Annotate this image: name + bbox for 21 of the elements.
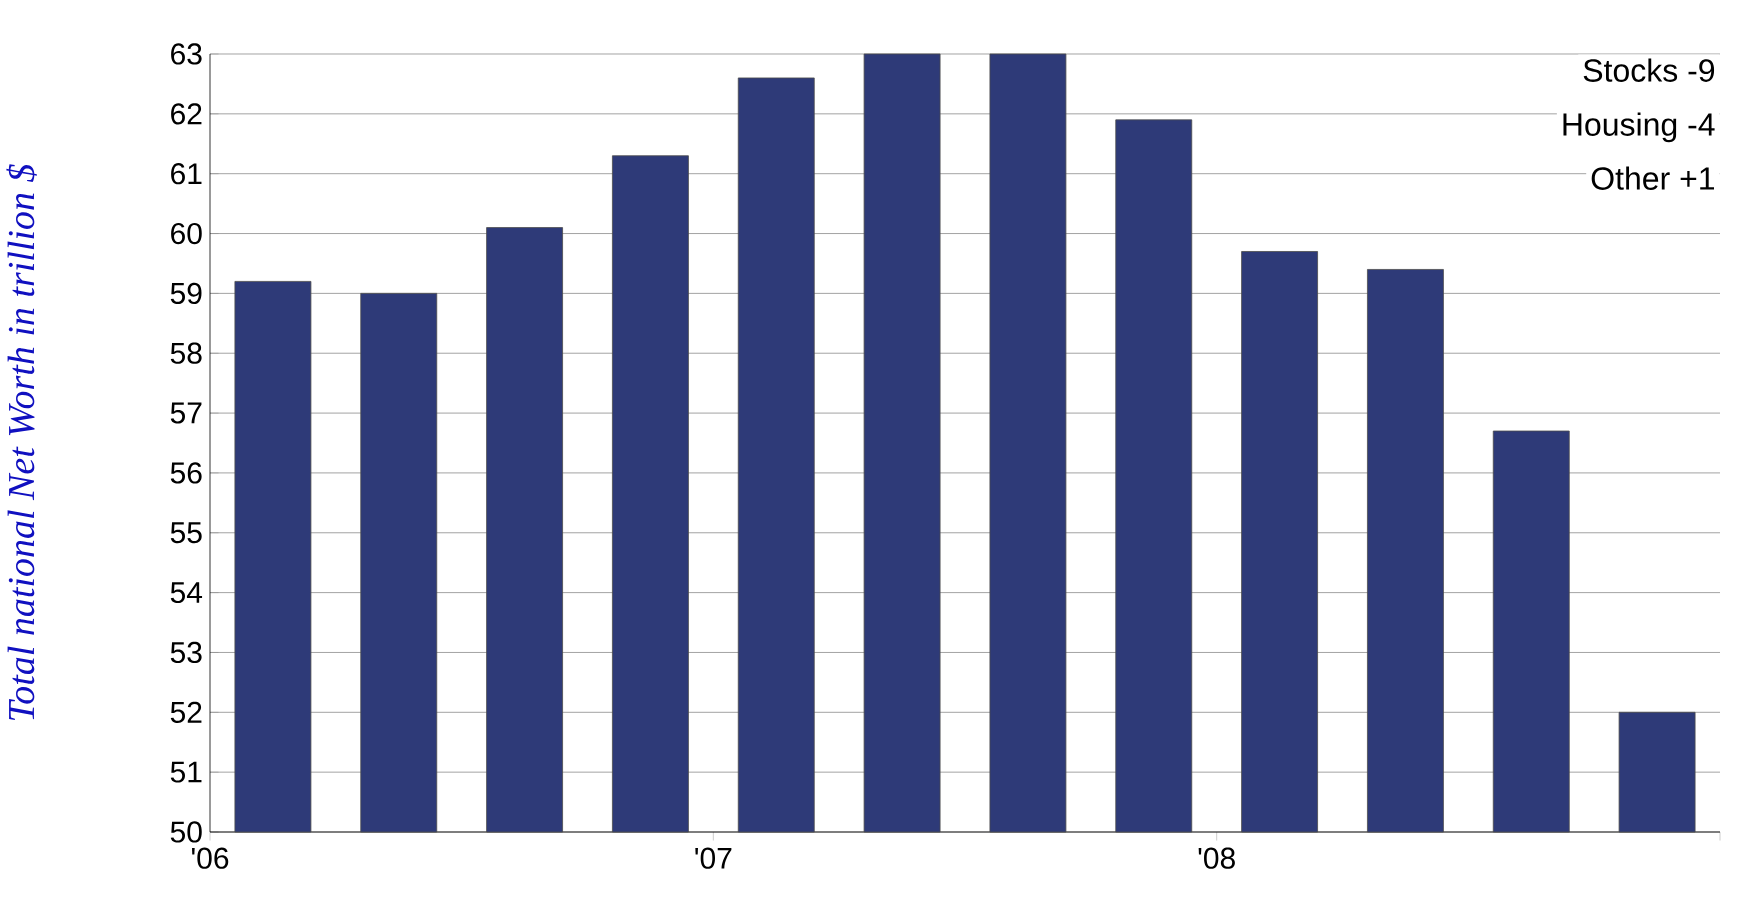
annotation: Stocks -9 [1583,58,1715,82]
annotation: Housing -4 [1563,112,1715,143]
y-tick-label: 54 [170,582,203,604]
y-tick-label: 55 [170,522,202,544]
y-tick-label: 52 [170,701,202,723]
y-tick-label: 51 [170,761,202,783]
y-tick-label: 56 [170,462,202,484]
y-tick-label: 60 [171,222,202,245]
annotation: Other +1 [1591,166,1714,190]
x-tick-label: '07 [695,847,732,869]
y-tick-label: 59 [170,282,202,304]
x-tick-label: '06 [191,847,229,869]
y-tick-label: 62 [171,103,202,125]
y-tick-label: 50 [170,821,202,843]
x-tick-label: '08 [1198,847,1235,869]
y-tick-label: 53 [170,641,202,664]
y-tick-label: 61 [171,163,202,185]
y-tick-label: 63 [171,43,202,65]
y-axis-title: Total national Net Worth in trillion $ [6,164,37,720]
y-tick-label: 57 [170,402,202,424]
y-tick-label: 58 [170,342,202,364]
